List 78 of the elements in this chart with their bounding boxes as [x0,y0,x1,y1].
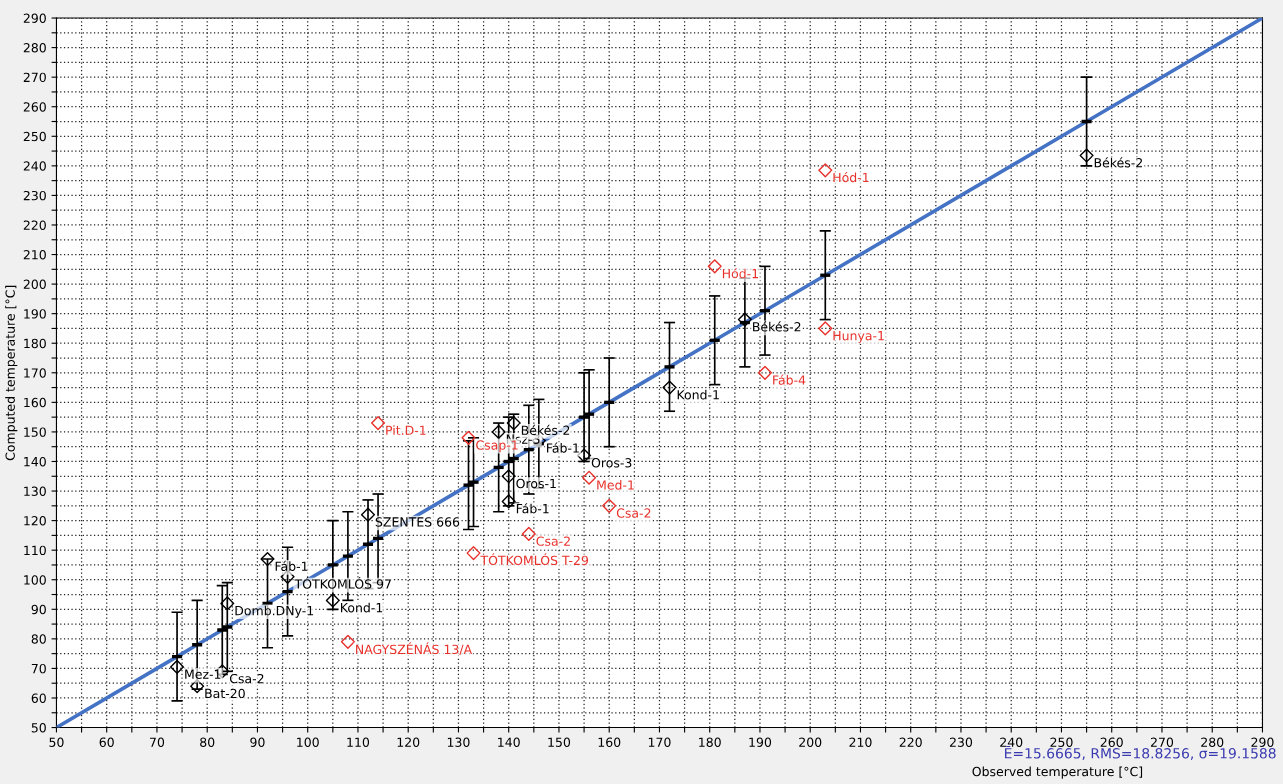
y-tick-label: 80 [31,634,46,644]
data-label: Pit.D-1 [386,425,426,435]
x-tick-label: 80 [200,737,215,747]
y-tick-label: 240 [23,161,46,171]
data-label: TÓTKOMLÓS 97 [294,577,391,589]
data-label: Oros-1 [516,478,556,489]
x-tick-label: 190 [749,737,772,747]
x-tick-label: 270 [1150,737,1174,747]
data-label: Mez-1 [185,669,221,679]
data-label: Kond-1 [341,602,383,613]
data-label: Oros-3 [591,458,632,468]
data-label: Hód-1 [833,172,869,183]
data-label: Hód-1 [722,268,758,279]
x-tick-label: 120 [397,737,420,747]
x-tick-label: 130 [447,737,470,747]
x-tick-label: 180 [699,737,721,747]
y-tick-label: 290 [23,13,46,23]
x-tick-label: 170 [648,737,671,747]
data-label: Csa-2 [229,673,264,684]
y-tick-label: 260 [23,102,46,112]
y-tick-label: 210 [23,250,46,260]
y-tick-label: 120 [24,516,46,526]
x-axis-title: Observed temperature [°C] [972,766,1143,779]
x-tick-label: 290 [1251,737,1274,747]
y-tick-label: 170 [24,368,46,378]
x-tick-label: 200 [799,737,822,747]
x-tick-label: 260 [1100,737,1123,747]
y-tick-label: 230 [23,190,46,201]
x-tick-label: 220 [899,737,922,747]
data-label: Fáb-4 [773,374,806,385]
y-tick-label: 90 [31,604,46,615]
x-tick-label: 230 [949,737,973,747]
x-tick-label: 160 [598,737,621,747]
x-tick-label: 110 [347,737,370,747]
y-tick-label: 270 [23,72,46,83]
x-tick-label: 70 [150,737,165,747]
x-tick-label: 280 [1201,737,1224,747]
data-label: Fáb-1 [275,560,308,571]
data-label: Csa-2 [616,508,651,518]
data-label: Domb.DNy-1 [235,605,314,618]
x-tick-label: 50 [49,737,64,747]
y-tick-label: 200 [23,279,46,290]
y-tick-label: 250 [23,131,46,142]
y-tick-label: 280 [23,43,46,53]
x-tick-label: 150 [548,737,571,747]
data-label: Békés-2 [1094,157,1142,168]
y-tick-label: 60 [31,693,46,703]
y-tick-label: 220 [23,220,46,230]
y-tick-label: 130 [24,486,46,496]
y-tick-label: 110 [24,545,46,556]
x-tick-label: 140 [498,737,520,747]
data-label: SZENTES 666 [375,517,460,527]
y-tick-label: 50 [31,723,46,733]
y-tick-label: 160 [24,397,46,408]
data-label: Fáb-1 [547,442,579,453]
data-label: Kond-1 [677,389,719,400]
data-label: TÓTKOMLÓS T-29 [480,553,589,566]
y-tick-label: 100 [24,575,46,585]
data-label: Békés-2 [753,321,801,332]
data-label: Med-1 [597,480,634,490]
data-label: Hunya-1 [833,331,884,343]
data-label: Csa-2 [536,536,570,546]
x-tick-label: 90 [250,737,265,747]
x-tick-label: 60 [99,737,114,747]
y-tick-label: 190 [24,309,46,319]
data-label: Bat-20 [205,688,245,699]
data-label: Fáb-1 [516,503,549,514]
x-tick-label: 210 [849,737,872,747]
y-tick-label: 180 [24,338,46,349]
y-tick-label: 70 [31,663,46,674]
y-tick-label: 140 [24,456,46,467]
data-label: Békés-2 [521,424,570,436]
y-tick-label: 150 [24,427,46,437]
x-tick-label: 100 [297,737,319,747]
data-label: NAGYSZÉNÁS 13/A [356,642,472,656]
x-tick-label: 250 [1050,737,1073,747]
x-tick-label: 240 [1000,737,1023,747]
y-axis-title: Computed temperature [°C] [5,285,18,461]
